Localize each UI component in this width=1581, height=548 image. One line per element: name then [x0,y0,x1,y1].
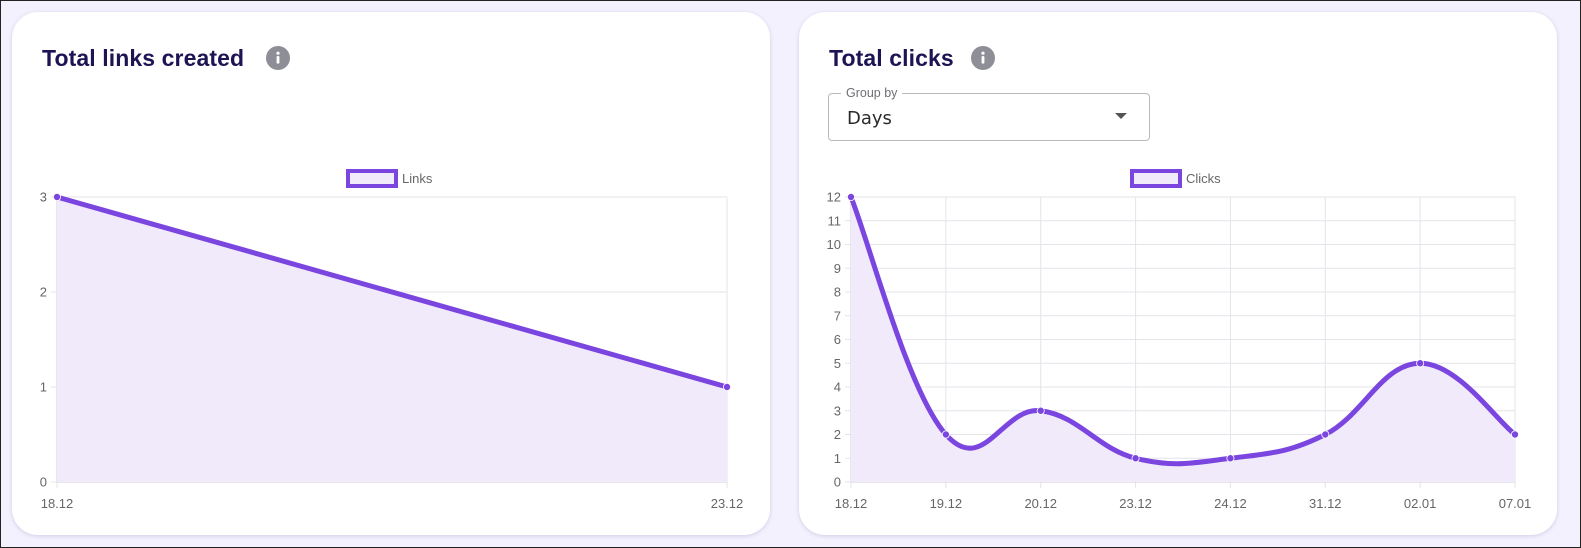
links-chart: Links 0 1 2 3 18.12 23.12 [40,169,744,511]
y-tick-label: 9 [834,261,841,276]
y-tick-label: 11 [828,213,842,228]
x-tick-label: 02.01 [1404,496,1437,511]
legend-label: Links [402,171,433,186]
x-tick-label: 20.12 [1024,496,1057,511]
y-tick-label: 7 [834,308,841,323]
clicks-card: Total clicks Group by Days Clicks 0 1 2 3 4 5 6… [799,12,1557,535]
y-tick-label: 4 [834,380,841,395]
data-point [941,430,950,439]
y-tick-label: 8 [834,285,841,300]
y-tick-label: 3 [834,403,841,418]
y-tick-label: 5 [834,356,841,371]
y-tick-label: 12 [827,190,841,205]
group-by-value: Days [847,108,892,129]
y-tick-label: 3 [40,190,47,205]
x-tick-label: 31.12 [1309,496,1342,511]
clicks-card-title: Total clicks [829,45,954,71]
data-point [847,192,856,201]
x-tick-label: 18.12 [835,496,868,511]
data-point [53,192,62,201]
links-card: Total links created Links 0 1 2 3 18.12 23.12 [12,12,770,535]
caret-down-icon[interactable] [1115,113,1127,119]
data-point [723,382,732,391]
x-tick-label: 18.12 [41,496,74,511]
chart-legend: Clicks [1130,169,1221,188]
data-point [1321,430,1330,439]
y-tick-label: 2 [40,285,47,300]
group-by-label: Group by [841,86,903,100]
x-tick-label: 24.12 [1214,496,1247,511]
series-area [57,197,727,482]
series-area [851,197,1515,482]
x-tick-label: 19.12 [930,496,963,511]
data-point [1416,359,1425,368]
chart-legend: Links [346,169,433,188]
data-point [1511,430,1520,439]
series-line [848,194,1518,467]
y-tick-label: 0 [834,475,841,490]
info-icon[interactable] [266,46,290,70]
legend-swatch [346,169,398,188]
info-icon[interactable] [971,46,995,70]
y-tick-label: 1 [834,451,841,466]
series-line [54,194,730,390]
y-tick-label: 10 [827,237,841,252]
data-point [1131,454,1140,463]
x-tick-label: 23.12 [711,496,744,511]
y-tick-label: 2 [834,427,841,442]
links-card-title: Total links created [42,45,245,71]
y-tick-label: 0 [40,475,47,490]
legend-swatch [1130,169,1182,188]
y-tick-label: 1 [40,380,47,395]
y-tick-label: 6 [834,332,841,347]
data-point [1036,406,1045,415]
x-tick-label: 07.01 [1499,496,1532,511]
x-tick-label: 23.12 [1119,496,1152,511]
group-by-select[interactable]: Group by Days [828,86,1150,141]
data-point [1226,454,1235,463]
legend-label: Clicks [1186,171,1221,186]
